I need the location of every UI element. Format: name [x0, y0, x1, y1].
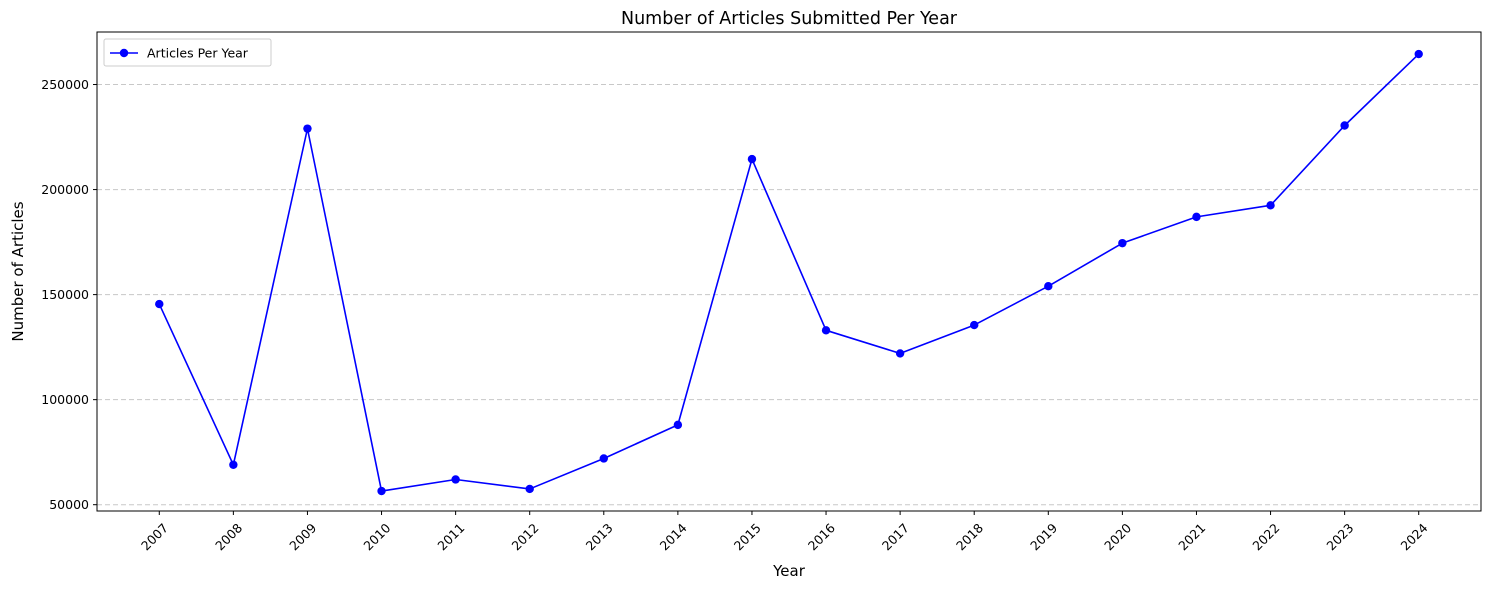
data-point	[895, 349, 905, 358]
data-point	[599, 454, 608, 463]
y-tick-label: 100000	[41, 392, 89, 407]
y-tick-label: 250000	[41, 77, 89, 92]
data-point	[1266, 201, 1275, 210]
series-layer	[155, 49, 1423, 496]
grid-lines	[97, 84, 1481, 506]
data-point	[377, 486, 386, 496]
y-tick-label: 200000	[41, 182, 89, 197]
legend-marker-swatch	[119, 48, 129, 58]
legend: Articles Per Year	[103, 38, 272, 67]
data-point	[1044, 282, 1053, 291]
data-point	[525, 484, 534, 494]
data-point	[970, 320, 979, 330]
y-axis-title: Number of Articles	[9, 201, 27, 341]
legend-box	[103, 38, 272, 67]
series-line	[158, 53, 1420, 492]
data-point	[1414, 49, 1423, 59]
data-point	[1118, 238, 1127, 248]
y-ticks: 50000 100000 150000 200000 250000	[41, 77, 97, 512]
data-point	[451, 475, 460, 484]
data-point	[303, 124, 312, 133]
data-point	[673, 420, 683, 430]
data-point	[1192, 212, 1201, 222]
plot-frame	[96, 31, 1482, 512]
data-point	[1340, 121, 1349, 130]
x-axis-title: Year	[772, 562, 806, 580]
data-point	[821, 326, 831, 335]
data-point	[155, 299, 164, 309]
y-tick-label: 150000	[41, 287, 89, 302]
y-tick-label: 50000	[49, 497, 89, 512]
chart-title: Number of Articles Submitted Per Year	[621, 9, 958, 29]
data-point	[747, 154, 757, 164]
legend-label: Articles Per Year	[147, 46, 249, 61]
data-point	[229, 460, 238, 469]
